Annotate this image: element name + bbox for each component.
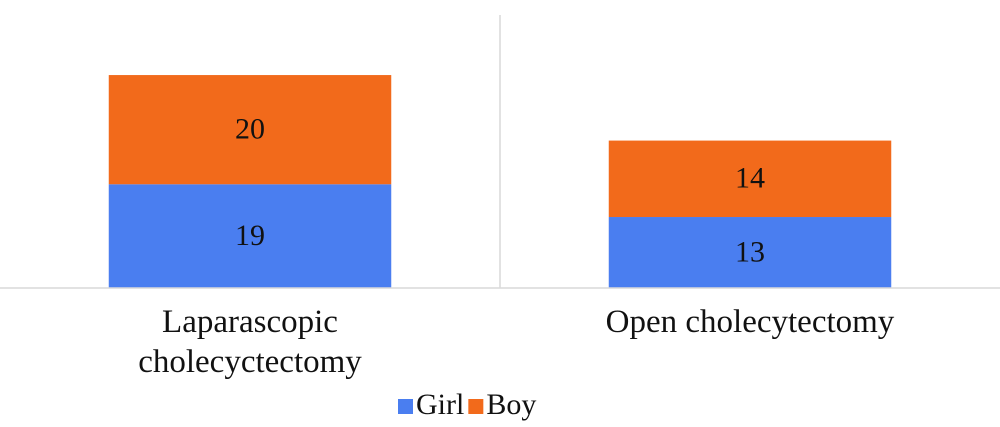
bar-segment [608,217,892,288]
x-tick-label: Open cholecytectomy [605,304,895,340]
value-label: 14 [735,162,765,195]
bar-segment [608,140,892,218]
x-tick-label: Laparascopic cholecyctectomy [138,304,362,380]
bar-segment [108,75,392,185]
legend-label: Girl [416,388,464,421]
legend-swatch [468,399,484,414]
value-label: 13 [735,235,765,268]
value-label: 20 [235,113,265,146]
legend-label: Boy [486,388,536,421]
bar-segment [108,184,392,288]
value-label: 19 [235,219,265,252]
legend-swatch [398,399,413,414]
